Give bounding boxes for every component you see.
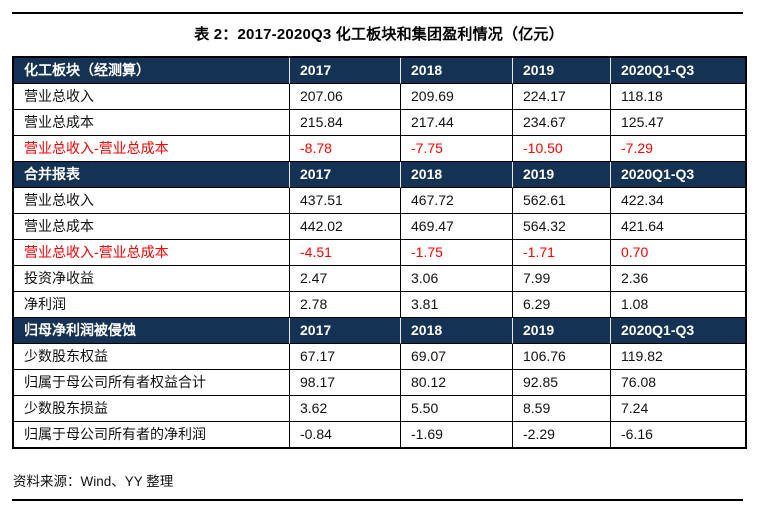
column-header-2017: 2017	[290, 318, 401, 344]
row-label-cell: 营业总成本	[14, 110, 290, 136]
section-header-row-consolidated: 合并报表 2017 2018 2019 2020Q1-Q3	[14, 162, 745, 188]
value-cell: 0.70	[611, 240, 745, 266]
row-label-cell: 投资净收益	[14, 266, 290, 292]
value-cell: -7.29	[611, 136, 745, 162]
row-label-cell: 营业总成本	[14, 214, 290, 240]
table-row: 归属于母公司所有者的净利润 -0.84 -1.69 -2.29 -6.16	[14, 422, 745, 447]
value-cell: 467.72	[401, 188, 513, 214]
row-label-cell: 净利润	[14, 292, 290, 318]
table-row: 净利润 2.78 3.81 6.29 1.08	[14, 292, 745, 318]
value-cell: 92.85	[513, 370, 611, 396]
value-cell: -6.16	[621, 426, 653, 442]
value-cell: 207.06	[290, 84, 401, 110]
table-row: 投资净收益 2.47 3.06 7.99 2.36	[14, 266, 745, 292]
value-cell: 422.34	[611, 188, 745, 214]
column-header-2017: 2017	[290, 58, 401, 84]
table-row: 营业总收入 437.51 467.72 562.61 422.34	[14, 188, 745, 214]
table-row: 少数股东损益 3.62 5.50 8.59 7.24	[14, 396, 745, 422]
row-label-cell: 营业总收入	[14, 188, 290, 214]
value-cell: 7.99	[513, 266, 611, 292]
value-cell: -10.50	[513, 136, 611, 162]
value-cell: 3.81	[401, 292, 513, 318]
column-header-2019: 2019	[513, 162, 611, 188]
value-cell: 209.69	[401, 84, 513, 110]
column-header-2018: 2018	[401, 162, 513, 188]
value-cell: -1.71	[513, 240, 611, 266]
column-header-2019: 2019	[513, 318, 611, 344]
value-cell: -4.51	[290, 240, 401, 266]
value-cell: 2.78	[290, 292, 401, 318]
value-cell: 421.64	[611, 214, 745, 240]
column-header-2018: 2018	[401, 58, 513, 84]
table-title: 表 2：2017-2020Q3 化工板块和集团盈利情况（亿元）	[194, 26, 564, 43]
section-title-cell: 归母净利润被侵蚀	[14, 318, 290, 344]
value-cell: 215.84	[290, 110, 401, 136]
column-header-2020q1q3: 2020Q1-Q3	[611, 58, 745, 84]
value-cell: 442.02	[290, 214, 401, 240]
value-cell: -7.75	[401, 136, 513, 162]
table-row: 营业总成本 215.84 217.44 234.67 125.47	[14, 110, 745, 136]
profit-table: 化工板块（经测算） 2017 2018 2019 2020Q1-Q3 营业总收入…	[12, 56, 747, 449]
value-cell: 234.67	[513, 110, 611, 136]
value-cell: 562.61	[513, 188, 611, 214]
column-header-2020q1q3: 2020Q1-Q3	[611, 162, 745, 188]
table-row: 少数股东权益 67.17 69.07 106.76 119.82	[14, 344, 745, 370]
column-header-2018: 2018	[401, 318, 513, 344]
value-cell: 80.12	[401, 370, 513, 396]
value-cell: 2.47	[290, 266, 401, 292]
table-row: 归属于母公司所有者权益合计 98.17 80.12 92.85 76.08	[14, 370, 745, 396]
value-cell: 69.07	[401, 344, 513, 370]
value-cell: 469.47	[401, 214, 513, 240]
section-header-row-chemical-segment: 化工板块（经测算） 2017 2018 2019 2020Q1-Q3	[14, 58, 745, 84]
row-label-cell: 归属于母公司所有者的净利润	[14, 422, 290, 447]
section-title-cell: 化工板块（经测算）	[14, 58, 290, 84]
value-cell: -0.84	[290, 422, 401, 447]
data-source-note: 资料来源：Wind、YY 整理	[13, 474, 174, 489]
value-cell: 118.18	[611, 84, 745, 110]
table-row: 营业总收入 207.06 209.69 224.17 118.18	[14, 84, 745, 110]
value-cell: 217.44	[401, 110, 513, 136]
table-row-highlight: 营业总收入-营业总成本 -8.78 -7.75 -10.50 -7.29	[14, 136, 745, 162]
section-title-cell: 合并报表	[14, 162, 290, 188]
value-cell: 3.06	[401, 266, 513, 292]
row-label-cell: 营业总收入-营业总成本	[14, 136, 290, 162]
section-header-row-parent-profit: 归母净利润被侵蚀 2017 2018 2019 2020Q1-Q3	[14, 318, 745, 344]
value-cell: 98.17	[290, 370, 401, 396]
value-cell: 3.62	[290, 396, 401, 422]
column-header-2019: 2019	[513, 58, 611, 84]
value-cell: -8.78	[290, 136, 401, 162]
row-label-cell: 少数股东权益	[14, 344, 290, 370]
value-cell: 437.51	[290, 188, 401, 214]
value-cell: 8.59	[513, 396, 611, 422]
value-cell: 106.76	[513, 344, 611, 370]
value-cell: 125.47	[611, 110, 745, 136]
value-cell: 76.08	[611, 370, 745, 396]
table-row: 营业总成本 442.02 469.47 564.32 421.64	[14, 214, 745, 240]
row-label-cell: 归属于母公司所有者权益合计	[14, 370, 290, 396]
value-cell: -1.75	[401, 240, 513, 266]
column-header-2020q1q3: 2020Q1-Q3	[611, 318, 745, 344]
value-cell: -2.29	[513, 422, 611, 447]
value-cell: 67.17	[290, 344, 401, 370]
value-cell: 5.50	[401, 396, 513, 422]
bottom-divider	[12, 499, 743, 501]
value-cell: 1.08	[611, 292, 745, 318]
value-cell: 2.36	[611, 266, 745, 292]
value-cell: 6.29	[513, 292, 611, 318]
value-cell: 224.17	[513, 84, 611, 110]
column-header-2017: 2017	[290, 162, 401, 188]
row-label-cell: 营业总收入	[14, 84, 290, 110]
value-cell: -1.69	[401, 422, 513, 447]
value-cell: 7.24	[611, 396, 745, 422]
value-cell: 564.32	[513, 214, 611, 240]
top-divider	[12, 12, 743, 14]
value-cell: 119.82	[611, 344, 745, 370]
table-row-highlight: 营业总收入-营业总成本 -4.51 -1.75 -1.71 0.70	[14, 240, 745, 266]
row-label-cell: 少数股东损益	[14, 396, 290, 422]
row-label-cell: 营业总收入-营业总成本	[14, 240, 290, 266]
